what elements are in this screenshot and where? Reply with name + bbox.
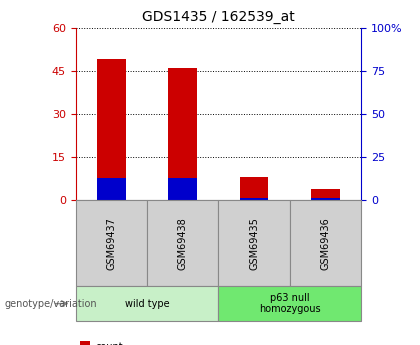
Text: p63 null
homozygous: p63 null homozygous: [259, 293, 320, 314]
Bar: [97, 59, 126, 200]
Text: GSM69435: GSM69435: [249, 217, 259, 270]
Bar: [168, 178, 197, 200]
Text: count: count: [95, 342, 123, 345]
Bar: [311, 189, 340, 200]
Bar: [311, 198, 340, 200]
Text: GSM69437: GSM69437: [106, 217, 116, 270]
Title: GDS1435 / 162539_at: GDS1435 / 162539_at: [142, 10, 295, 24]
Bar: [240, 177, 268, 200]
Text: wild type: wild type: [125, 299, 169, 308]
Text: GSM69436: GSM69436: [320, 217, 331, 269]
Bar: [240, 198, 268, 200]
Text: GSM69438: GSM69438: [178, 217, 188, 269]
Bar: [97, 178, 126, 200]
Text: genotype/variation: genotype/variation: [4, 299, 97, 308]
Bar: [168, 68, 197, 200]
